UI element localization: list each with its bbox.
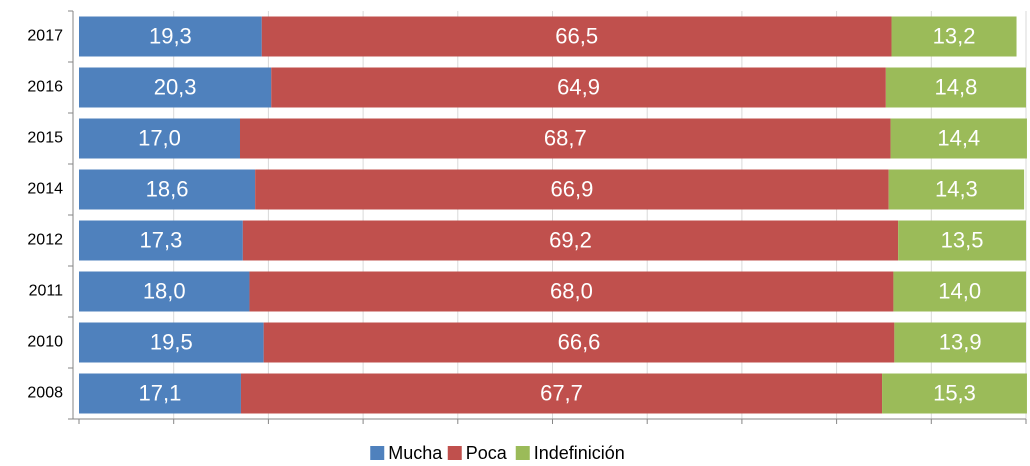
- data-label: 66,5: [555, 23, 598, 48]
- data-label: 19,5: [150, 329, 193, 354]
- bar-segment: [888, 169, 1025, 210]
- bar-segment: [239, 118, 891, 159]
- data-label: 18,0: [143, 278, 186, 303]
- legend-swatch: [370, 446, 385, 460]
- legend-label: Mucha: [388, 443, 443, 463]
- data-label: 18,6: [146, 176, 189, 201]
- bar-segment: [890, 118, 1027, 159]
- bar-segment: [263, 322, 895, 363]
- bar-segment: [255, 169, 889, 210]
- data-label: 14,3: [935, 176, 978, 201]
- y-tick-label: 2017: [27, 28, 63, 45]
- data-label: 13,2: [933, 23, 976, 48]
- y-tick-label: 2015: [27, 130, 63, 147]
- legend-label: Indefinición: [534, 443, 625, 463]
- bar-segment: [891, 16, 1017, 57]
- y-tick-label: 2016: [27, 79, 63, 96]
- data-label: 20,3: [154, 74, 197, 99]
- y-tick-label: 2011: [29, 283, 64, 300]
- legend-swatch: [515, 446, 530, 460]
- y-tick-label: 2008: [27, 385, 63, 402]
- bar-segment: [893, 271, 1026, 312]
- bar-segment: [249, 271, 894, 312]
- data-label: 13,9: [939, 329, 982, 354]
- data-label: 14,4: [937, 125, 980, 150]
- bar-segment: [271, 67, 886, 108]
- bar-segment: [240, 373, 883, 414]
- bar-segment: [242, 220, 899, 261]
- bar-segment: [79, 373, 241, 414]
- data-label: 19,3: [149, 23, 192, 48]
- bar-segment: [894, 322, 1026, 363]
- data-label: 14,8: [935, 74, 978, 99]
- data-label: 66,9: [550, 176, 593, 201]
- legend-swatch: [447, 446, 462, 460]
- data-label: 17,3: [140, 227, 183, 252]
- data-label: 17,1: [139, 380, 182, 405]
- data-label: 69,2: [549, 227, 592, 252]
- bar-segment: [885, 67, 1026, 108]
- bar-segment: [79, 67, 272, 108]
- data-label: 17,0: [138, 125, 181, 150]
- bar-segment: [79, 118, 240, 159]
- data-label: 14,0: [938, 278, 981, 303]
- y-tick-label: 2012: [27, 232, 63, 249]
- bar-segment: [79, 220, 243, 261]
- data-label: 67,7: [540, 380, 583, 405]
- data-label: 64,9: [557, 74, 600, 99]
- data-label: 15,3: [933, 380, 976, 405]
- legend-label: Poca: [466, 443, 508, 463]
- y-tick-label: 2010: [27, 334, 63, 351]
- bar-segment: [79, 169, 256, 210]
- data-label: 68,0: [550, 278, 593, 303]
- data-label: 66,6: [558, 329, 601, 354]
- bar-segment: [898, 220, 1026, 261]
- bar-segment: [79, 16, 262, 57]
- y-tick-label: 2014: [27, 181, 63, 198]
- bar-segment: [882, 373, 1027, 414]
- bar-segment: [261, 16, 892, 57]
- bar-segment: [79, 322, 264, 363]
- bar-segment: [79, 271, 250, 312]
- data-label: 13,5: [941, 227, 984, 252]
- data-label: 68,7: [544, 125, 587, 150]
